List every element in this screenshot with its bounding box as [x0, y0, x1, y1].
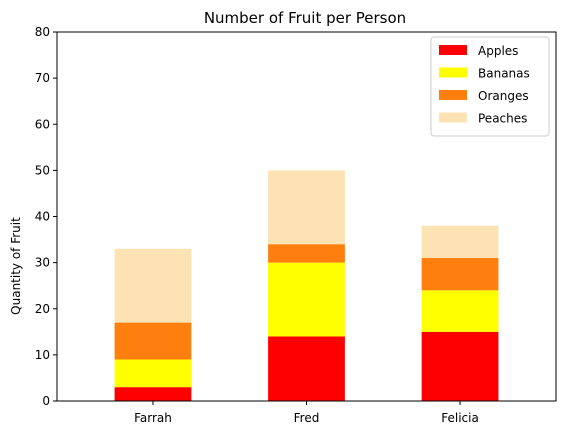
y-tick-label: 30	[35, 256, 50, 270]
legend-swatch-peaches	[439, 112, 467, 123]
bar-oranges-fred	[268, 244, 345, 263]
legend-swatch-bananas	[439, 67, 467, 78]
bar-peaches-farrah	[114, 248, 192, 323]
chart-title: Number of Fruit per Person	[204, 9, 406, 27]
x-tick-label: Fred	[294, 411, 320, 425]
y-tick-label: 60	[35, 117, 50, 131]
bar-peaches-felicia	[421, 225, 499, 259]
bar-bananas-felicia	[421, 290, 499, 332]
legend-swatch-apples	[439, 45, 467, 55]
y-tick-label: 70	[35, 71, 50, 85]
x-tick-label: Farrah	[134, 411, 172, 425]
legend-label-apples: Apples	[478, 44, 518, 58]
legend-label-bananas: Bananas	[478, 67, 530, 81]
y-tick-label: 50	[35, 163, 50, 177]
bar-oranges-farrah	[114, 322, 192, 360]
bar-oranges-felicia	[421, 258, 499, 291]
x-tick-label: Felicia	[441, 411, 479, 425]
bar-bananas-farrah	[114, 359, 192, 388]
y-tick-label: 40	[35, 210, 50, 224]
bar-peaches-fred	[268, 170, 345, 245]
y-tick-label: 20	[35, 302, 50, 316]
legend-label-peaches: Peaches	[478, 112, 527, 126]
legend-swatch-oranges	[439, 90, 467, 100]
bar-apples-farrah	[114, 387, 192, 401]
y-tick-label: 0	[42, 394, 50, 408]
legend-label-oranges: Oranges	[478, 89, 529, 103]
bar-apples-felicia	[421, 331, 499, 401]
y-axis-label: Quantity of Fruit	[9, 217, 23, 315]
y-tick-label: 80	[35, 25, 50, 39]
bar-bananas-fred	[268, 262, 345, 337]
bar-apples-fred	[268, 336, 345, 401]
plot-area: 0 10 20 30 40 50 60 70 80 Farrah Fred Felicia Apples…	[35, 25, 557, 425]
y-tick-label: 10	[35, 348, 50, 362]
legend-box	[430, 36, 550, 137]
